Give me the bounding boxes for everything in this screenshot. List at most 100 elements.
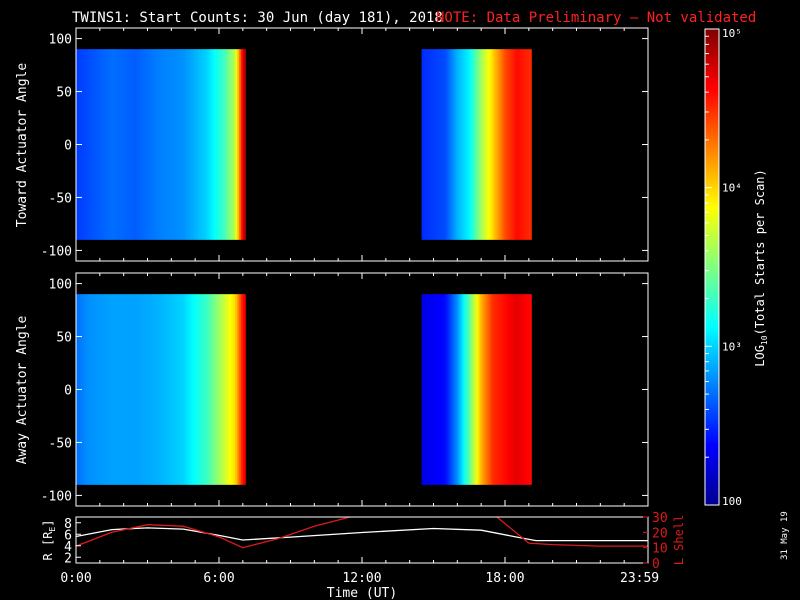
- heatmap-cell: [99, 294, 103, 485]
- heatmap-cell: [199, 49, 203, 240]
- heatmap-cell: [93, 294, 97, 485]
- heatmap-cell: [95, 294, 99, 485]
- heatmap-cell: [481, 49, 484, 240]
- heatmap-cell: [499, 294, 502, 485]
- heatmap-cell: [187, 294, 191, 485]
- heatmap-cell: [477, 49, 480, 240]
- heatmap-cell: [209, 49, 212, 240]
- heatmap-cell: [167, 49, 171, 240]
- heatmap-cell: [521, 294, 524, 485]
- heatmap-cell: [525, 49, 528, 240]
- heatmap-cell: [155, 294, 159, 485]
- heatmap-cell: [521, 49, 524, 240]
- heatmap-cell: [83, 294, 87, 485]
- heatmap-cell: [523, 294, 526, 485]
- heatmap-cell: [457, 49, 461, 240]
- heatmap-cell: [519, 294, 522, 485]
- chart-title: TWINS1: Start Counts: 30 Jun (day 181), …: [72, 10, 443, 26]
- heatmap-cell: [485, 49, 488, 240]
- heatmap-cell: [481, 294, 484, 485]
- heatmap-cell: [81, 294, 85, 485]
- heatmap-cell: [159, 294, 163, 485]
- heatmap-cell: [203, 294, 206, 485]
- ytick-label: 2: [64, 551, 72, 566]
- heatmap-cell: [513, 294, 516, 485]
- heatmap-cell: [153, 49, 157, 240]
- heatmap-cell: [527, 294, 530, 485]
- ytick-label: 0: [64, 139, 72, 154]
- heatmap-cell: [179, 294, 183, 485]
- heatmap-cell: [151, 49, 155, 240]
- heatmap-cell: [219, 49, 222, 240]
- heatmap-cell: [489, 294, 492, 485]
- colorbar: 10⁵ 10⁴ 10³ 100 LOG10(Total Starts per Scan…: [704, 27, 769, 508]
- heatmap-cell: [423, 294, 427, 485]
- heatmap-cell: [185, 294, 189, 485]
- heatmap-cell: [205, 49, 208, 240]
- heatmap-cell: [103, 49, 107, 240]
- heatmap-cell: [439, 49, 443, 240]
- heatmap-cell: [233, 294, 236, 485]
- ytick-label: 4: [64, 540, 72, 555]
- heatmap-cell: [203, 49, 206, 240]
- heatmap-cell: [497, 294, 500, 485]
- heatmap-cell: [241, 294, 244, 485]
- heatmap-cell: [205, 294, 208, 485]
- ytick-label: 50: [56, 86, 72, 101]
- heatmap-cell: [113, 294, 117, 485]
- heatmap-cell: [183, 49, 187, 240]
- heatmap-cell: [439, 294, 443, 485]
- heatmap-cell: [165, 294, 169, 485]
- heatmap-cell: [231, 294, 234, 485]
- heatmap-cell: [431, 49, 435, 240]
- heatmap-cell: [123, 294, 127, 485]
- heatmap-cell: [161, 294, 165, 485]
- heatmap-cell: [107, 294, 111, 485]
- heatmap-cell: [187, 49, 191, 240]
- heatmap-cell: [115, 49, 119, 240]
- heatmap-cell: [471, 294, 475, 485]
- heatmap-cell: [159, 49, 163, 240]
- heatmap-cell: [227, 294, 230, 485]
- heatmap-cell: [89, 294, 93, 485]
- heatmap-cell: [127, 49, 131, 240]
- heatmap-cell: [239, 49, 242, 240]
- heatmap-cell: [467, 49, 471, 240]
- heatmap-cell: [215, 49, 218, 240]
- heatmap-cell: [139, 294, 143, 485]
- heatmap-cell: [455, 49, 459, 240]
- heatmap-cell: [189, 49, 193, 240]
- ytick-label: 0: [64, 384, 72, 399]
- heatmap-cell: [437, 294, 441, 485]
- heatmap-cell: [455, 294, 459, 485]
- heatmap-cell: [497, 49, 500, 240]
- heatmap-cell: [517, 49, 520, 240]
- heatmap-cell: [197, 294, 201, 485]
- heatmap-cell: [153, 294, 157, 485]
- heatmap-cell: [465, 294, 469, 485]
- heatmap-cell: [515, 294, 518, 485]
- heatmap-cell: [123, 49, 127, 240]
- ytick-label: 50: [56, 331, 72, 346]
- heatmap-cell: [221, 49, 224, 240]
- heatmap-cell: [503, 294, 506, 485]
- preliminary-note: NOTE: Data Preliminary – Not validated: [436, 10, 756, 26]
- ylabel-toward: Toward Actuator Angle: [15, 63, 30, 228]
- cbar-tick-label: 10³: [722, 340, 742, 353]
- heatmap-cell: [115, 294, 119, 485]
- heatmap-cell: [529, 294, 532, 485]
- heatmap-cell: [529, 49, 532, 240]
- heatmap-cell: [427, 294, 431, 485]
- heatmap-cell: [135, 294, 139, 485]
- heatmap-cell: [519, 49, 522, 240]
- yaxis-away: 100 50 0 -50 -100: [41, 273, 649, 506]
- heatmap-cell: [85, 49, 89, 240]
- heatmap-cell: [219, 294, 222, 485]
- heatmap-cell: [129, 49, 133, 240]
- heatmap-cell: [91, 294, 95, 485]
- heatmap-cell: [93, 49, 97, 240]
- heatmap-cell: [501, 49, 504, 240]
